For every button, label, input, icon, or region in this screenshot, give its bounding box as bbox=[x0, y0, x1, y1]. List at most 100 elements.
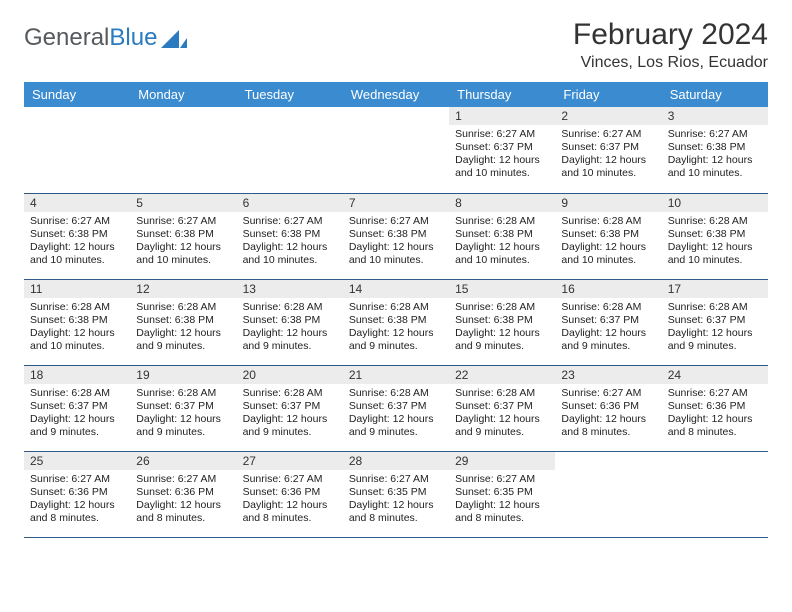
sunrise-text: Sunrise: 6:28 AM bbox=[455, 301, 549, 314]
sunrise-text: Sunrise: 6:28 AM bbox=[30, 387, 124, 400]
calendar-week-row: 11Sunrise: 6:28 AMSunset: 6:38 PMDayligh… bbox=[24, 279, 768, 365]
sunset-text: Sunset: 6:37 PM bbox=[243, 400, 337, 413]
day-details: Sunrise: 6:28 AMSunset: 6:37 PMDaylight:… bbox=[130, 384, 236, 444]
sunset-text: Sunset: 6:37 PM bbox=[349, 400, 443, 413]
day-details: Sunrise: 6:27 AMSunset: 6:37 PMDaylight:… bbox=[555, 125, 661, 185]
sunset-text: Sunset: 6:38 PM bbox=[349, 314, 443, 327]
day-number: 4 bbox=[24, 194, 130, 212]
daylight-text: Daylight: 12 hours and 10 minutes. bbox=[243, 241, 337, 267]
daylight-text: Daylight: 12 hours and 10 minutes. bbox=[349, 241, 443, 267]
calendar-day-cell: 9Sunrise: 6:28 AMSunset: 6:38 PMDaylight… bbox=[555, 193, 661, 279]
calendar-day-cell: 6Sunrise: 6:27 AMSunset: 6:38 PMDaylight… bbox=[237, 193, 343, 279]
sunrise-text: Sunrise: 6:27 AM bbox=[349, 215, 443, 228]
calendar-body: 1Sunrise: 6:27 AMSunset: 6:37 PMDaylight… bbox=[24, 107, 768, 537]
daylight-text: Daylight: 12 hours and 10 minutes. bbox=[668, 154, 762, 180]
sunset-text: Sunset: 6:38 PM bbox=[455, 314, 549, 327]
day-details: Sunrise: 6:27 AMSunset: 6:36 PMDaylight:… bbox=[130, 470, 236, 530]
sunset-text: Sunset: 6:37 PM bbox=[455, 400, 549, 413]
day-details: Sunrise: 6:27 AMSunset: 6:35 PMDaylight:… bbox=[449, 470, 555, 530]
weekday-header: Tuesday bbox=[237, 82, 343, 107]
sunset-text: Sunset: 6:38 PM bbox=[30, 314, 124, 327]
calendar-day-cell: 27Sunrise: 6:27 AMSunset: 6:36 PMDayligh… bbox=[237, 451, 343, 537]
sunset-text: Sunset: 6:38 PM bbox=[668, 141, 762, 154]
calendar-week-row: 4Sunrise: 6:27 AMSunset: 6:38 PMDaylight… bbox=[24, 193, 768, 279]
sunrise-text: Sunrise: 6:27 AM bbox=[668, 128, 762, 141]
day-number: 6 bbox=[237, 194, 343, 212]
calendar-day-cell: 23Sunrise: 6:27 AMSunset: 6:36 PMDayligh… bbox=[555, 365, 661, 451]
brand-text-2: Blue bbox=[109, 24, 157, 52]
title-block: February 2024 Vinces, Los Rios, Ecuador bbox=[573, 18, 768, 72]
day-number: 26 bbox=[130, 452, 236, 470]
day-number: 14 bbox=[343, 280, 449, 298]
weekday-header: Saturday bbox=[662, 82, 768, 107]
sunrise-text: Sunrise: 6:27 AM bbox=[561, 128, 655, 141]
calendar-day-cell: 3 Sunrise: 6:27 AMSunset: 6:38 PMDaylight… bbox=[662, 107, 768, 193]
daylight-text: Daylight: 12 hours and 10 minutes. bbox=[30, 327, 124, 353]
calendar-day-cell: 25Sunrise: 6:27 AMSunset: 6:36 PMDayligh… bbox=[24, 451, 130, 537]
day-details: Sunrise: 6:28 AMSunset: 6:37 PMDaylight:… bbox=[662, 298, 768, 358]
day-details: Sunrise: 6:28 AMSunset: 6:38 PMDaylight:… bbox=[343, 298, 449, 358]
calendar-day-cell: 7Sunrise: 6:27 AMSunset: 6:38 PMDaylight… bbox=[343, 193, 449, 279]
day-number: 3 bbox=[662, 107, 768, 125]
day-number: 27 bbox=[237, 452, 343, 470]
daylight-text: Daylight: 12 hours and 9 minutes. bbox=[136, 413, 230, 439]
brand-sail-icon bbox=[161, 28, 187, 48]
calendar-day-cell bbox=[130, 107, 236, 193]
sunrise-text: Sunrise: 6:27 AM bbox=[243, 215, 337, 228]
sunset-text: Sunset: 6:37 PM bbox=[455, 141, 549, 154]
sunset-text: Sunset: 6:37 PM bbox=[136, 400, 230, 413]
calendar-day-cell: 29Sunrise: 6:27 AMSunset: 6:35 PMDayligh… bbox=[449, 451, 555, 537]
calendar-day-cell: 13Sunrise: 6:28 AMSunset: 6:38 PMDayligh… bbox=[237, 279, 343, 365]
sunrise-text: Sunrise: 6:28 AM bbox=[30, 301, 124, 314]
sunset-text: Sunset: 6:36 PM bbox=[561, 400, 655, 413]
sunrise-text: Sunrise: 6:27 AM bbox=[455, 128, 549, 141]
day-details: Sunrise: 6:28 AMSunset: 6:38 PMDaylight:… bbox=[237, 298, 343, 358]
day-details: Sunrise: 6:28 AMSunset: 6:38 PMDaylight:… bbox=[555, 212, 661, 272]
day-number: 24 bbox=[662, 366, 768, 384]
brand-text-1: General bbox=[24, 24, 109, 52]
sunrise-text: Sunrise: 6:28 AM bbox=[561, 301, 655, 314]
calendar-day-cell: 19Sunrise: 6:28 AMSunset: 6:37 PMDayligh… bbox=[130, 365, 236, 451]
day-number: 20 bbox=[237, 366, 343, 384]
sunrise-text: Sunrise: 6:27 AM bbox=[30, 473, 124, 486]
calendar-day-cell: 14Sunrise: 6:28 AMSunset: 6:38 PMDayligh… bbox=[343, 279, 449, 365]
day-number: 23 bbox=[555, 366, 661, 384]
day-details: Sunrise: 6:27 AMSunset: 6:38 PMDaylight:… bbox=[343, 212, 449, 272]
calendar-day-cell bbox=[343, 107, 449, 193]
day-details: Sunrise: 6:28 AMSunset: 6:38 PMDaylight:… bbox=[662, 212, 768, 272]
day-number: 12 bbox=[130, 280, 236, 298]
day-number: 1 bbox=[449, 107, 555, 125]
sunrise-text: Sunrise: 6:28 AM bbox=[455, 215, 549, 228]
daylight-text: Daylight: 12 hours and 10 minutes. bbox=[455, 241, 549, 267]
day-number: 11 bbox=[24, 280, 130, 298]
daylight-text: Daylight: 12 hours and 9 minutes. bbox=[349, 327, 443, 353]
sunset-text: Sunset: 6:37 PM bbox=[561, 314, 655, 327]
day-details: Sunrise: 6:28 AMSunset: 6:37 PMDaylight:… bbox=[237, 384, 343, 444]
day-number: 9 bbox=[555, 194, 661, 212]
day-number: 5 bbox=[130, 194, 236, 212]
sunset-text: Sunset: 6:38 PM bbox=[30, 228, 124, 241]
sunrise-text: Sunrise: 6:28 AM bbox=[243, 387, 337, 400]
day-details: Sunrise: 6:27 AMSunset: 6:36 PMDaylight:… bbox=[237, 470, 343, 530]
sunset-text: Sunset: 6:37 PM bbox=[30, 400, 124, 413]
calendar-day-cell: 1 Sunrise: 6:27 AMSunset: 6:37 PMDaylight… bbox=[449, 107, 555, 193]
sunrise-text: Sunrise: 6:28 AM bbox=[455, 387, 549, 400]
calendar-day-cell bbox=[662, 451, 768, 537]
daylight-text: Daylight: 12 hours and 10 minutes. bbox=[455, 154, 549, 180]
day-number: 8 bbox=[449, 194, 555, 212]
day-details: Sunrise: 6:28 AMSunset: 6:37 PMDaylight:… bbox=[555, 298, 661, 358]
sunset-text: Sunset: 6:38 PM bbox=[136, 314, 230, 327]
day-number: 2 bbox=[555, 107, 661, 125]
day-number: 13 bbox=[237, 280, 343, 298]
sunrise-text: Sunrise: 6:27 AM bbox=[561, 387, 655, 400]
daylight-text: Daylight: 12 hours and 9 minutes. bbox=[136, 327, 230, 353]
day-details: Sunrise: 6:28 AMSunset: 6:37 PMDaylight:… bbox=[343, 384, 449, 444]
day-details: Sunrise: 6:28 AMSunset: 6:38 PMDaylight:… bbox=[130, 298, 236, 358]
header-bar: GeneralBlue February 2024 Vinces, Los Ri… bbox=[24, 18, 768, 72]
weekday-header: Wednesday bbox=[343, 82, 449, 107]
day-details: Sunrise: 6:27 AMSunset: 6:35 PMDaylight:… bbox=[343, 470, 449, 530]
sunrise-text: Sunrise: 6:27 AM bbox=[668, 387, 762, 400]
sunset-text: Sunset: 6:36 PM bbox=[136, 486, 230, 499]
day-details: Sunrise: 6:28 AMSunset: 6:37 PMDaylight:… bbox=[449, 384, 555, 444]
calendar-day-cell: 10Sunrise: 6:28 AMSunset: 6:38 PMDayligh… bbox=[662, 193, 768, 279]
